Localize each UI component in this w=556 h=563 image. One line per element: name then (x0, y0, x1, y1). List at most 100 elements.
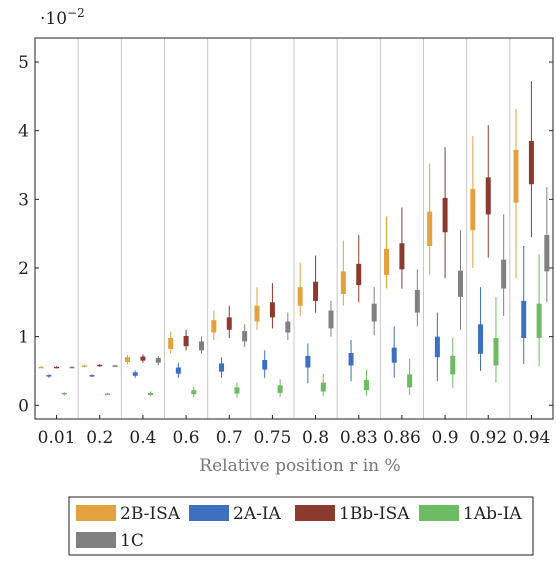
axis-layer: 0 1 2 3 4 5 0.01 0.2 0.4 0.6 0.7 0.75 0.8 0.83 0.86 0.9… (18, 37, 554, 448)
box-1C-0.75 (285, 312, 291, 341)
box-body (371, 303, 377, 322)
box-body (513, 149, 519, 203)
box-body (242, 331, 248, 342)
box-2B-ISA-0.2 (81, 364, 87, 367)
box-body (356, 263, 362, 286)
legend-label: 1C (120, 531, 144, 551)
legend-label: 1Ab-IA (463, 504, 522, 524)
box-1C-0.9 (458, 230, 463, 330)
legend-item: 2B-ISA (76, 504, 181, 524)
box-1Bb-ISA-0.75 (269, 283, 275, 329)
y-tick-label: 2 (18, 259, 29, 279)
box-body (427, 211, 433, 247)
box-1C-0.01 (69, 366, 75, 369)
box-1Ab-IA-0.9 (450, 337, 456, 389)
box-2B-ISA-0.9 (427, 163, 433, 275)
x-tick-label: 0.01 (38, 428, 76, 448)
box-2A-IA-0.92 (478, 287, 484, 371)
box-2B-ISA-0.6 (168, 331, 174, 354)
box-1Ab-IA-0.75 (277, 379, 283, 398)
legend-swatch (295, 505, 335, 521)
box-body (125, 357, 130, 363)
box-body (112, 365, 118, 367)
x-tick-label: 0.7 (216, 428, 243, 448)
box-2A-IA-0.4 (132, 370, 138, 378)
box-1C-0.83 (371, 287, 377, 336)
box-1Bb-ISA-0.7 (226, 305, 232, 338)
box-2B-ISA-0.86 (384, 216, 389, 289)
box-1C-0.7 (242, 324, 248, 347)
legend-item: 2A-IA (189, 504, 282, 524)
legend-item: 1C (76, 531, 144, 551)
box-body (458, 270, 463, 297)
box-2B-ISA-0.92 (470, 136, 476, 268)
box-body (501, 259, 507, 289)
box-body (89, 375, 95, 377)
legend-item: 1Ab-IA (419, 504, 522, 524)
grid-layer (77, 38, 511, 419)
box-body (536, 303, 542, 338)
box-body (384, 248, 389, 275)
box-body (168, 337, 174, 349)
box-2A-IA-0.75 (262, 350, 268, 378)
x-axis-label: Relative position r in % (199, 456, 400, 476)
y-tick-label: 0 (18, 396, 29, 416)
box-1C-0.6 (199, 336, 204, 354)
box-body (81, 365, 87, 367)
x-tick-label: 0.86 (383, 428, 421, 448)
box-body (234, 387, 240, 394)
box-2A-IA-0.7 (219, 357, 225, 378)
box-body (148, 392, 154, 395)
box-2A-IA-0.8 (305, 343, 311, 384)
box-body (254, 305, 260, 322)
box-2B-ISA-0.8 (297, 262, 303, 317)
box-1Ab-IA-0.83 (363, 369, 369, 396)
box-1C-0.2 (112, 364, 118, 367)
box-1Ab-IA-0.92 (493, 296, 499, 383)
box-body (269, 302, 275, 318)
box-1Bb-ISA-0.9 (442, 147, 448, 279)
box-2B-ISA-0.7 (211, 310, 217, 341)
legend-swatch (419, 505, 459, 521)
box-2A-IA-0.2 (89, 374, 95, 378)
y-tick-label: 4 (18, 122, 29, 142)
legend-label: 2A-IA (233, 504, 282, 524)
legend-swatch (189, 505, 229, 521)
legend-label: 2B-ISA (120, 504, 181, 524)
box-body (199, 341, 204, 351)
box-2A-IA-0.86 (391, 326, 397, 378)
box-body (485, 177, 491, 215)
box-2B-ISA-0.83 (340, 240, 346, 306)
box-2A-IA-0.94 (521, 246, 527, 365)
box-body (38, 366, 44, 369)
box-body (363, 379, 369, 391)
box-body (175, 367, 181, 374)
box-1Bb-ISA-0.83 (356, 235, 362, 303)
box-body (478, 324, 484, 354)
box-1Bb-ISA-0.01 (54, 366, 60, 369)
legend-swatch (76, 505, 116, 521)
box-1Ab-IA-0.01 (61, 392, 67, 396)
box-body (54, 366, 60, 369)
y-tick-label: 3 (18, 190, 29, 210)
box-body (262, 359, 268, 370)
box-body (414, 289, 420, 313)
box-1Ab-IA-0.6 (191, 386, 197, 398)
box-body (391, 347, 397, 363)
box-body (493, 337, 499, 366)
box-1C-0.92 (501, 214, 507, 317)
box-body (521, 300, 527, 338)
x-tick-label: 0.83 (340, 428, 378, 448)
x-tick-label: 0.2 (86, 428, 113, 448)
box-body (407, 374, 413, 388)
box-body (69, 366, 75, 369)
box-body (285, 321, 291, 333)
box-body (305, 355, 311, 368)
y-tick-label: 5 (18, 53, 29, 73)
box-body (297, 287, 303, 306)
box-body (442, 197, 448, 233)
x-tick-label: 0.92 (469, 428, 507, 448)
box-layer (38, 81, 550, 398)
y-scale-label: ·10−2 (40, 6, 85, 29)
